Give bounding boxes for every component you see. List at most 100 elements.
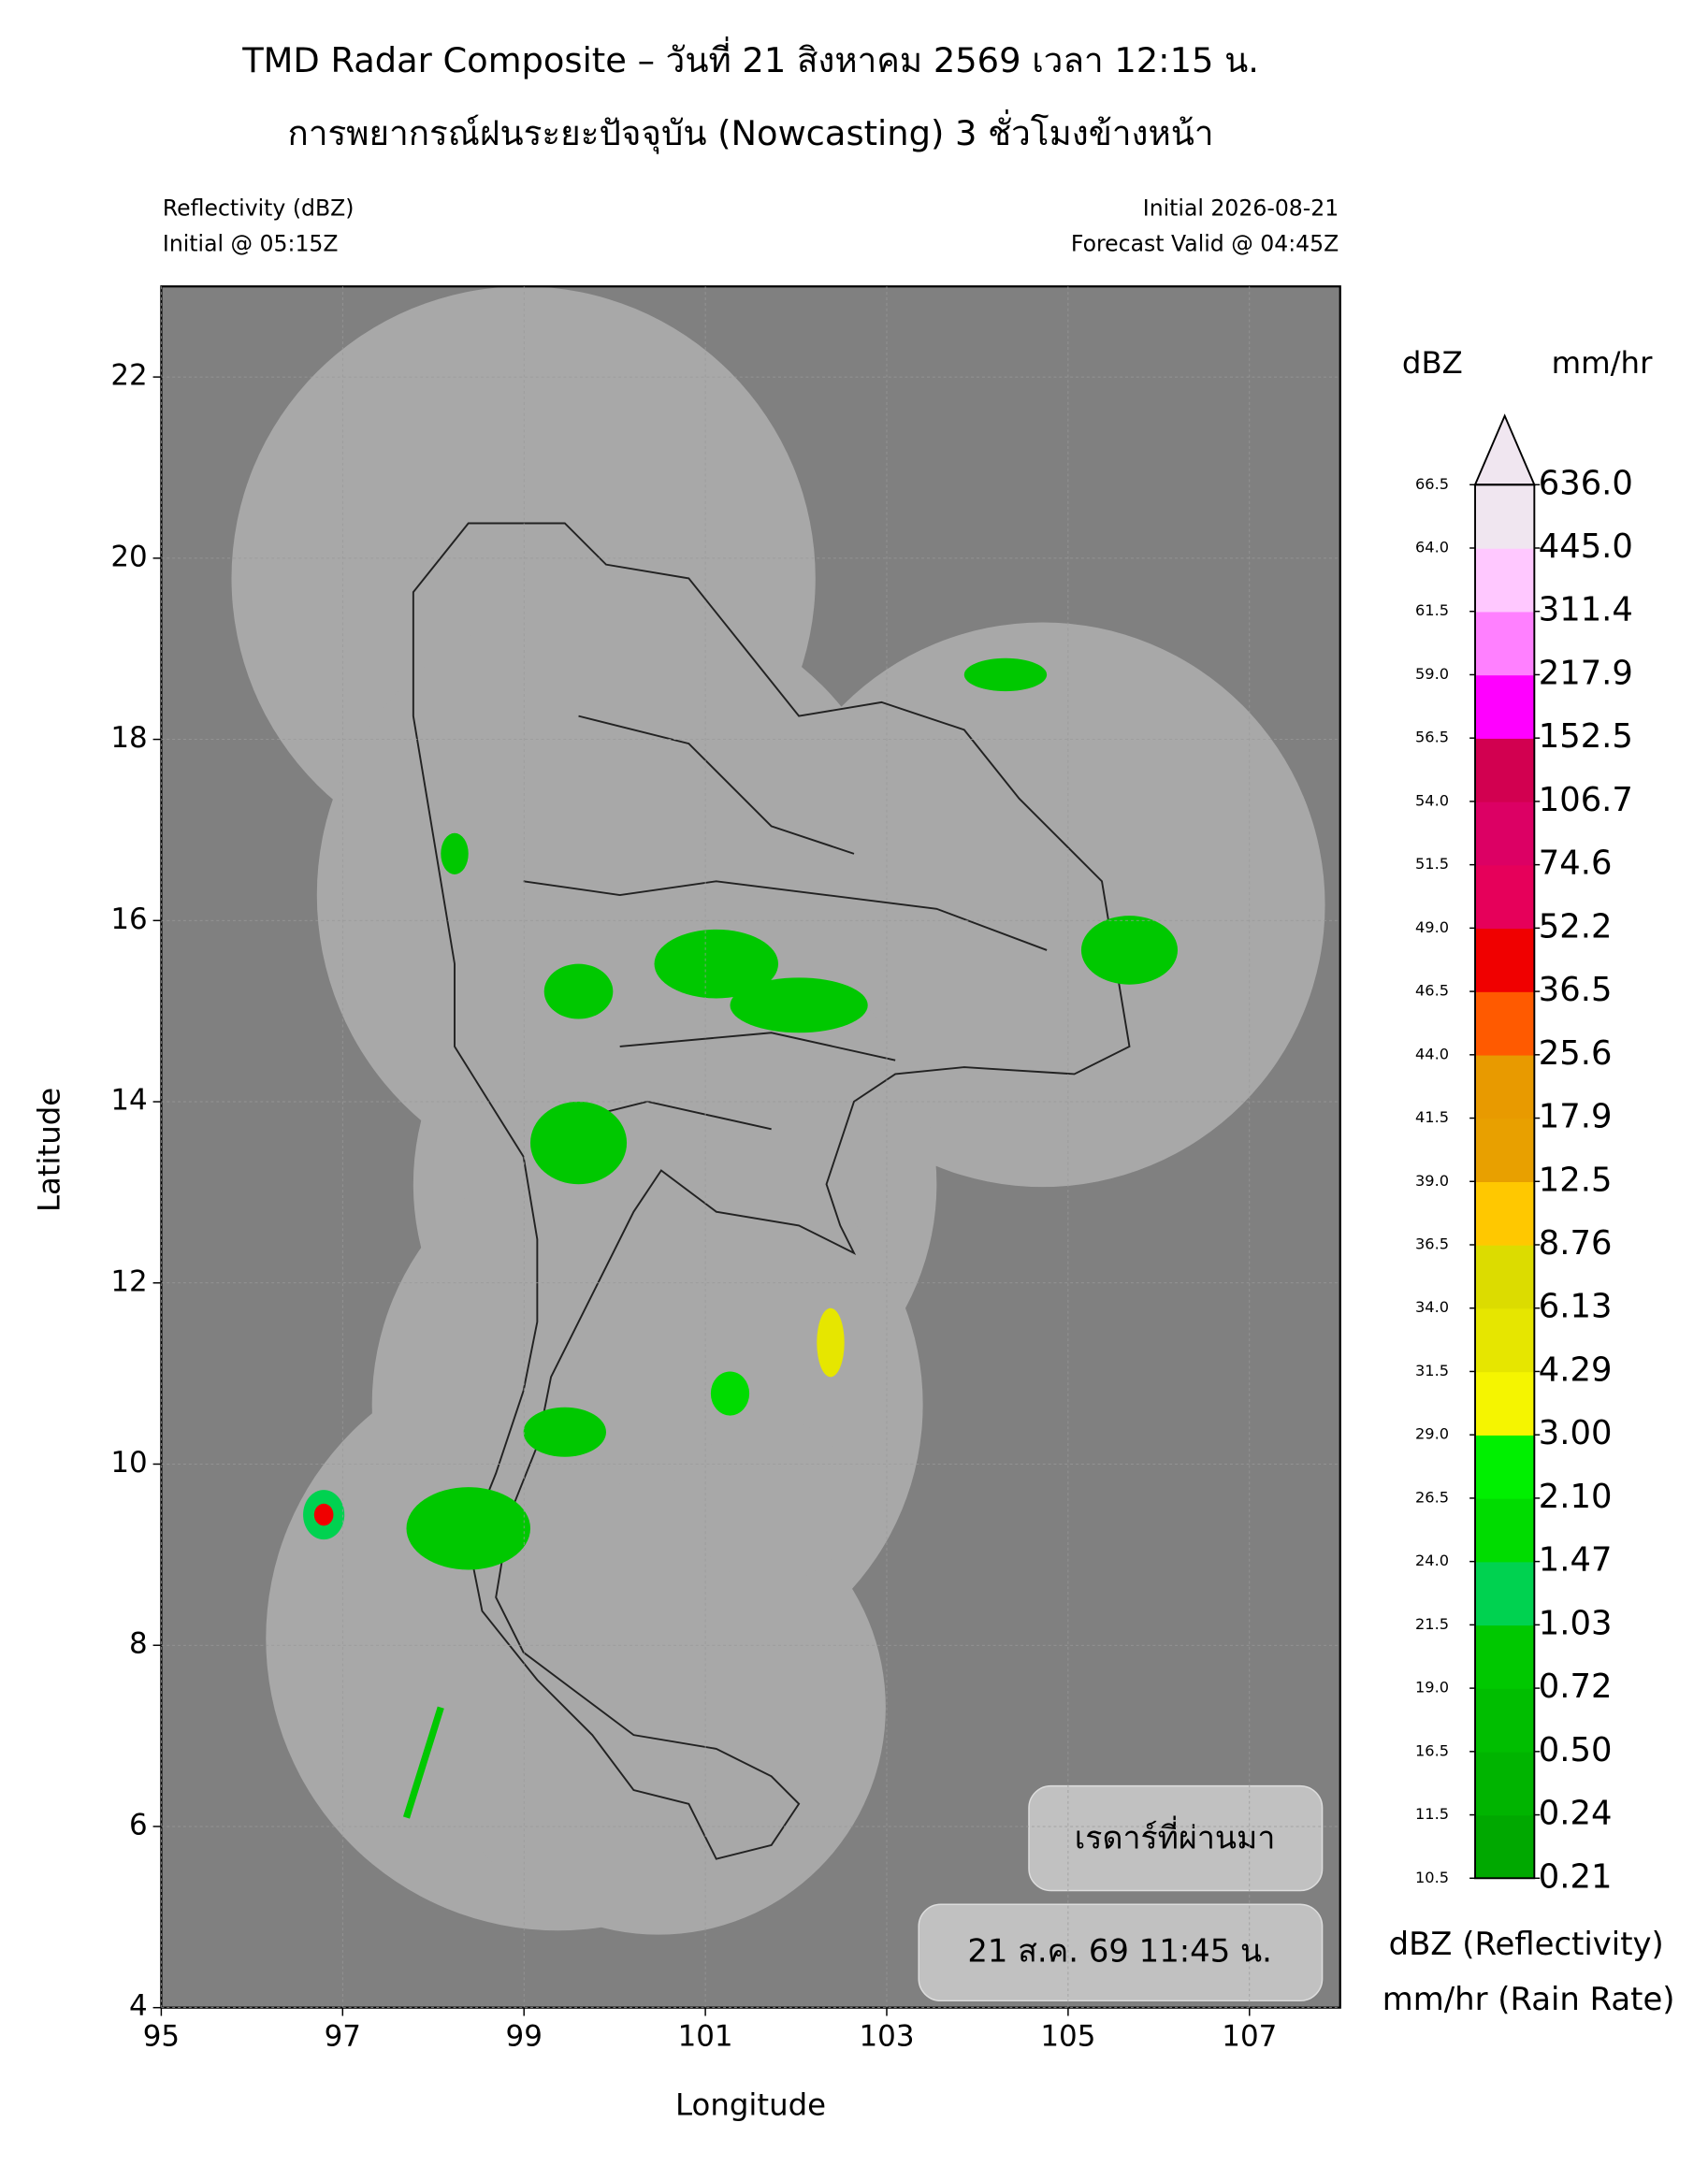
rate-tick-label: 311.4 — [1539, 591, 1633, 629]
y-tick-label: 10 — [110, 1446, 147, 1480]
colorbar-segment — [1475, 864, 1535, 930]
colorbar-segment — [1475, 674, 1535, 739]
rate-tick-label: 106.7 — [1539, 781, 1633, 819]
colorbar-segment — [1475, 928, 1535, 992]
y-tick-label: 22 — [110, 359, 147, 393]
dbz-tick-label: 61.5 — [1415, 601, 1449, 619]
rate-tick-label: 12.5 — [1539, 1161, 1613, 1199]
rate-tick-label: 25.6 — [1539, 1034, 1613, 1073]
x-tick-label: 105 — [1040, 2020, 1095, 2054]
colorbar-segment — [1475, 611, 1535, 676]
colorbar-segment — [1475, 547, 1535, 613]
rate-tick-label: 217.9 — [1539, 654, 1633, 692]
x-tick-label: 95 — [143, 2020, 180, 2054]
colorbar-footer: dBZ (Reflectivity) — [1389, 1926, 1664, 1962]
rate-tick-label: 1.03 — [1539, 1604, 1613, 1642]
dbz-tick-label: 51.5 — [1415, 855, 1449, 873]
right-info: Forecast Valid @ 04:45Z — [1071, 231, 1339, 257]
rate-tick-label: 0.21 — [1539, 1857, 1613, 1896]
radar-coverage — [231, 286, 1325, 1935]
y-tick-label: 16 — [110, 902, 147, 936]
colorbar-segment — [1475, 1814, 1535, 1880]
radar-echoes — [303, 657, 1179, 1819]
dbz-tick-label: 29.0 — [1415, 1425, 1449, 1443]
dbz-tick-label: 19.0 — [1415, 1679, 1449, 1697]
left-info: Initial @ 05:15Z — [163, 231, 339, 257]
y-tick-label: 8 — [129, 1627, 148, 1661]
rate-tick-label: 74.6 — [1539, 845, 1613, 883]
x-tick-label: 103 — [859, 2020, 914, 2054]
colorbar-segment — [1475, 1688, 1535, 1753]
dbz-tick-label: 41.5 — [1415, 1108, 1449, 1126]
rate-tick-label: 1.47 — [1539, 1541, 1613, 1580]
colorbar-segment — [1475, 1435, 1535, 1499]
colorbar-segment — [1475, 1307, 1535, 1373]
colorbar-segment — [1475, 1118, 1535, 1183]
rate-tick-label: 0.24 — [1539, 1795, 1613, 1833]
y-tick-label: 20 — [110, 540, 147, 573]
colorbar-segment — [1475, 1371, 1535, 1436]
dbz-tick-label: 36.5 — [1415, 1235, 1449, 1253]
colorbar-footer: mm/hr (Rain Rate) — [1382, 1981, 1675, 2017]
y-tick-label: 6 — [129, 1808, 148, 1841]
dbz-tick-label: 39.0 — [1415, 1172, 1449, 1190]
dbz-tick-label: 64.0 — [1415, 538, 1449, 556]
dbz-tick-label: 21.5 — [1415, 1615, 1449, 1633]
right-info: Initial 2026-08-21 — [1143, 195, 1339, 221]
colorbar-segment — [1475, 1624, 1535, 1689]
colorbar-segment — [1475, 801, 1535, 866]
rate-tick-label: 152.5 — [1539, 717, 1633, 756]
dbz-tick-label: 16.5 — [1415, 1741, 1449, 1759]
colorbar-segment — [1475, 991, 1535, 1056]
x-axis-label: Longitude — [675, 2087, 826, 2123]
colorbar-segment — [1475, 1561, 1535, 1626]
rate-tick-label: 17.9 — [1539, 1098, 1613, 1136]
rate-tick-label: 0.72 — [1539, 1668, 1613, 1706]
dbz-tick-label: 34.0 — [1415, 1298, 1449, 1316]
dbz-tick-label: 49.0 — [1415, 918, 1449, 936]
subtitle: การพยากรณ์ฝนระยะปัจจุบัน (Nowcasting) 3 … — [288, 109, 1214, 154]
dbz-tick-label: 26.5 — [1415, 1488, 1449, 1506]
rate-tick-label: 8.76 — [1539, 1224, 1613, 1263]
colorbar-segment — [1475, 1245, 1535, 1309]
dbz-tick-label: 11.5 — [1415, 1805, 1449, 1823]
rate-tick-label: 4.29 — [1539, 1350, 1613, 1389]
title: TMD Radar Composite – วันที่ 21 สิงหาคม … — [241, 36, 1259, 80]
dbz-tick-label: 10.5 — [1415, 1869, 1449, 1886]
dbz-tick-label: 66.5 — [1415, 475, 1449, 493]
dbz-tick-label: 24.0 — [1415, 1552, 1449, 1569]
colorbar-segment — [1475, 1054, 1535, 1119]
x-tick-label: 99 — [506, 2020, 543, 2054]
rate-tick-label: 2.10 — [1539, 1478, 1613, 1516]
y-tick-label: 4 — [129, 1989, 148, 2023]
rate-tick-label: 6.13 — [1539, 1288, 1613, 1326]
y-tick-label: 12 — [110, 1264, 147, 1298]
rate-tick-label: 3.00 — [1539, 1414, 1613, 1452]
colorbar-segment — [1475, 738, 1535, 802]
label-text: 21 ส.ค. 69 11:45 น. — [967, 1932, 1272, 1969]
left-info: Reflectivity (dBZ) — [163, 195, 355, 221]
dbz-tick-label: 44.0 — [1415, 1045, 1449, 1062]
dbz-tick-label: 46.5 — [1415, 982, 1449, 1000]
rate-tick-label: 52.2 — [1539, 907, 1613, 946]
dbz-tick-label: 31.5 — [1415, 1362, 1449, 1379]
map-area — [160, 285, 1341, 2009]
x-tick-label: 107 — [1222, 2020, 1277, 2054]
y-tick-label: 18 — [110, 721, 147, 755]
x-tick-label: 97 — [325, 2020, 361, 2054]
rate-tick-label: 636.0 — [1539, 464, 1633, 502]
label-box — [918, 1903, 1324, 2002]
dbz-tick-label: 56.5 — [1415, 729, 1449, 746]
colorbar-segment — [1475, 484, 1535, 549]
colorbar-extension — [1473, 413, 1536, 486]
colorbar-segment — [1475, 1751, 1535, 1816]
x-tick-label: 101 — [678, 2020, 733, 2054]
colorbar-segment — [1475, 1497, 1535, 1563]
y-tick-label: 14 — [110, 1084, 147, 1118]
dbz-tick-label: 59.0 — [1415, 665, 1449, 683]
rate-tick-label: 445.0 — [1539, 527, 1633, 566]
label-box — [1028, 1784, 1324, 1892]
colorbar-header: dBZ — [1402, 345, 1463, 381]
rate-tick-label: 36.5 — [1539, 971, 1613, 1009]
